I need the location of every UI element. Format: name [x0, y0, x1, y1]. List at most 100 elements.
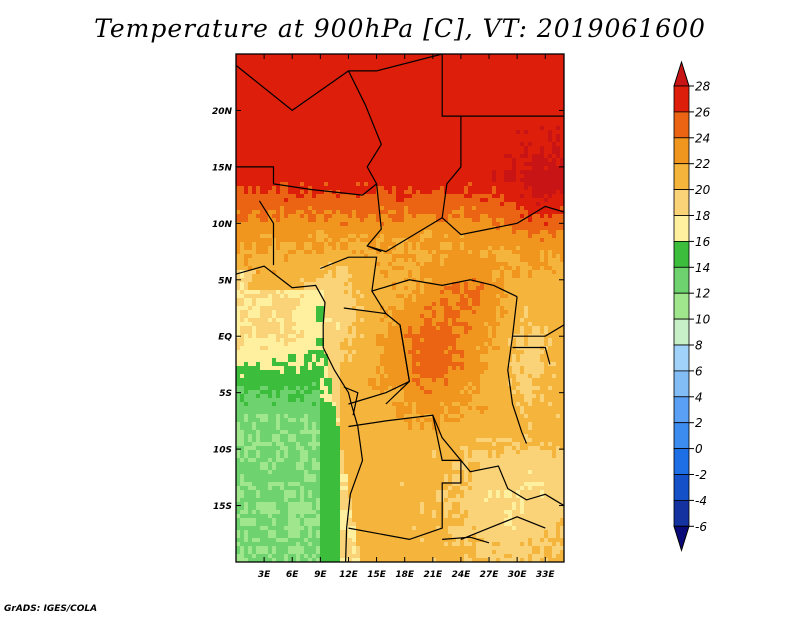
temperature-cell — [372, 242, 377, 247]
temperature-cell — [300, 62, 305, 67]
temperature-cell — [408, 194, 413, 199]
temperature-cell — [252, 242, 257, 247]
temperature-cell — [252, 98, 257, 103]
temperature-cell — [468, 150, 473, 155]
temperature-cell — [388, 242, 393, 247]
temperature-cell — [460, 246, 465, 251]
temperature-cell — [360, 98, 365, 103]
temperature-cell — [276, 146, 281, 151]
temperature-cell — [504, 278, 509, 283]
temperature-cell — [472, 266, 477, 271]
temperature-cell — [460, 266, 465, 271]
temperature-cell — [528, 78, 533, 83]
temperature-cell — [352, 182, 357, 187]
temperature-cell — [544, 74, 549, 79]
temperature-cell — [412, 154, 417, 159]
temperature-cell — [292, 150, 297, 155]
temperature-cell — [552, 166, 557, 171]
temperature-cell — [544, 162, 549, 167]
temperature-cell — [236, 82, 241, 87]
temperature-cell — [516, 250, 521, 255]
temperature-cell — [560, 246, 564, 251]
temperature-cell — [272, 98, 277, 103]
temperature-cell — [252, 258, 257, 263]
temperature-cell — [552, 98, 557, 103]
temperature-cell — [456, 182, 461, 187]
temperature-cell — [428, 66, 433, 71]
temperature-cell — [340, 130, 345, 135]
temperature-cell — [388, 226, 393, 231]
temperature-cell — [544, 130, 549, 135]
temperature-cell — [404, 238, 409, 243]
temperature-cell — [344, 274, 349, 279]
temperature-cell — [524, 218, 529, 223]
temperature-cell — [384, 218, 389, 223]
temperature-cell — [340, 74, 345, 79]
temperature-cell — [504, 70, 509, 75]
temperature-cell — [360, 150, 365, 155]
temperature-cell — [264, 290, 269, 295]
temperature-cell — [300, 70, 305, 75]
temperature-cell — [308, 126, 313, 131]
temperature-cell — [380, 58, 385, 63]
temperature-cell — [392, 98, 397, 103]
temperature-cell — [260, 154, 265, 159]
temperature-cell — [488, 286, 493, 291]
temperature-cell — [556, 190, 561, 195]
temperature-cell — [460, 178, 465, 183]
temperature-cell — [376, 242, 381, 247]
temperature-cell — [404, 74, 409, 79]
temperature-cell — [452, 70, 457, 75]
temperature-cell — [484, 286, 489, 291]
temperature-cell — [292, 226, 297, 231]
temperature-cell — [336, 262, 341, 267]
temperature-cell — [520, 202, 525, 207]
temperature-cell — [244, 182, 249, 187]
temperature-cell — [404, 290, 409, 295]
temperature-cell — [552, 274, 557, 279]
temperature-cell — [408, 262, 413, 267]
temperature-cell — [348, 282, 353, 287]
temperature-cell — [500, 258, 505, 263]
temperature-cell — [424, 230, 429, 235]
temperature-cell — [324, 118, 329, 123]
temperature-cell — [468, 98, 473, 103]
temperature-cell — [380, 62, 385, 67]
temperature-cell — [248, 294, 253, 299]
temperature-cell — [304, 282, 309, 287]
temperature-cell — [480, 110, 485, 115]
temperature-cell — [468, 122, 473, 127]
temperature-cell — [552, 106, 557, 111]
temperature-cell — [444, 174, 449, 179]
temperature-cell — [320, 218, 325, 223]
temperature-cell — [544, 262, 549, 267]
temperature-cell — [252, 130, 257, 135]
temperature-cell — [304, 278, 309, 283]
temperature-cell — [496, 110, 501, 115]
temperature-cell — [516, 270, 521, 275]
temperature-cell — [556, 210, 561, 215]
temperature-cell — [276, 90, 281, 95]
temperature-cell — [360, 286, 365, 291]
temperature-cell — [488, 190, 493, 195]
temperature-cell — [384, 82, 389, 87]
temperature-cell — [516, 290, 521, 295]
temperature-cell — [452, 270, 457, 275]
temperature-cell — [344, 218, 349, 223]
temperature-cell — [436, 110, 441, 115]
temperature-cell — [504, 198, 509, 203]
temperature-cell — [472, 106, 477, 111]
temperature-cell — [244, 122, 249, 127]
temperature-cell — [488, 290, 493, 295]
temperature-cell — [360, 102, 365, 107]
temperature-cell — [304, 78, 309, 83]
temperature-cell — [336, 186, 341, 191]
temperature-cell — [484, 66, 489, 71]
temperature-cell — [500, 294, 505, 299]
temperature-cell — [464, 186, 469, 191]
temperature-cell — [356, 290, 361, 295]
temperature-cell — [528, 66, 533, 71]
temperature-cell — [340, 174, 345, 179]
temperature-cell — [376, 166, 381, 171]
temperature-cell — [284, 238, 289, 243]
